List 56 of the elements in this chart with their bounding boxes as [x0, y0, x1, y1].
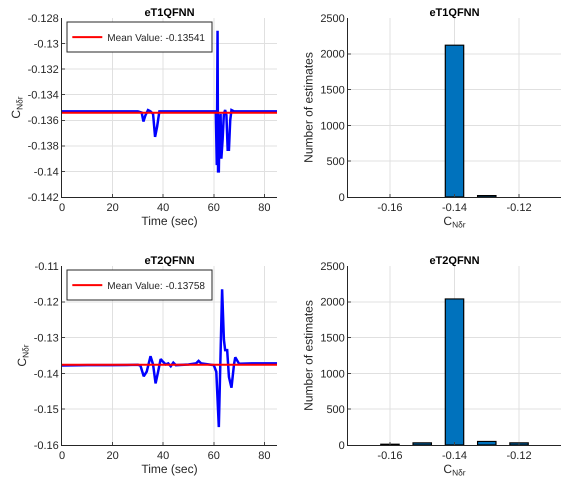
- y-tick-label: -0.136: [28, 115, 59, 128]
- x-tick-label: 80: [258, 202, 270, 214]
- y-tick-label: -0.132: [28, 64, 59, 76]
- x-tick-label: -0.12: [506, 450, 532, 462]
- x-tick-label: -0.16: [377, 202, 402, 214]
- x-tick-label: 60: [208, 202, 220, 214]
- chart-title: eT2QFNN: [429, 255, 480, 267]
- legend-label: Mean Value: -0.13758: [107, 280, 206, 292]
- y-tick-label: -0.128: [28, 12, 59, 25]
- y-tick-label: 0: [338, 192, 345, 204]
- x-tick-label: 80: [258, 450, 270, 462]
- x-axis-title: C$_{Nδr}$: [443, 214, 466, 230]
- y-tick-label: 2500: [320, 260, 345, 273]
- y-tick-label: -0.14: [34, 166, 59, 178]
- y-tick-label: -0.138: [28, 140, 59, 153]
- bar: [444, 298, 464, 445]
- y-tick-label: 1500: [320, 332, 345, 344]
- y-tick-label: -0.11: [34, 260, 59, 273]
- y-tick-label: -0.134: [28, 90, 59, 102]
- y-tick-label: 1000: [320, 120, 345, 132]
- x-axis-title: Time (sec): [141, 214, 198, 228]
- y-tick-label: 1000: [320, 368, 345, 380]
- chart-title: eT1QFNN: [144, 7, 195, 19]
- x-tick-label: -0.14: [442, 202, 468, 214]
- y-tick-label: 1500: [320, 84, 345, 96]
- y-tick-label: -0.14: [34, 368, 59, 380]
- x-tick-label: 40: [157, 450, 170, 462]
- y-tick-label: 500: [326, 404, 345, 416]
- chart-title: eT2QFNN: [144, 255, 195, 267]
- y-tick-label: -0.16: [34, 440, 59, 452]
- y-axis-title: Number of estimates: [302, 300, 316, 411]
- x-tick-label: -0.14: [442, 450, 468, 462]
- y-tick-label: 2000: [320, 48, 345, 61]
- legend-label: Mean Value: -0.13541: [107, 32, 206, 44]
- y-tick-label: 2000: [320, 296, 345, 309]
- bar: [412, 442, 432, 445]
- x-tick-label: 20: [106, 450, 119, 462]
- bar: [476, 440, 497, 445]
- y-tick-label: 0: [338, 440, 345, 452]
- x-tick-label: 40: [157, 202, 170, 214]
- chart-title: eT1QFNN: [429, 7, 480, 19]
- line-series: [62, 30, 277, 173]
- x-tick-label: -0.12: [506, 202, 532, 214]
- y-tick-label: 2500: [320, 12, 345, 25]
- y-axis-title: Number of estimates: [302, 52, 316, 163]
- x-tick-label: 20: [106, 202, 119, 214]
- y-tick-label: -0.12: [34, 296, 59, 309]
- x-tick-label: 60: [208, 450, 220, 462]
- y-tick-label: -0.142: [28, 192, 59, 204]
- y-tick-label: 500: [326, 156, 345, 168]
- y-tick-label: -0.15: [34, 404, 59, 416]
- x-axis-title: C$_{Nδr}$: [443, 462, 466, 478]
- x-axis-title: Time (sec): [141, 462, 198, 476]
- y-tick-label: -0.13: [34, 38, 59, 50]
- y-tick-label: -0.13: [34, 332, 59, 344]
- x-tick-label: -0.16: [377, 450, 402, 462]
